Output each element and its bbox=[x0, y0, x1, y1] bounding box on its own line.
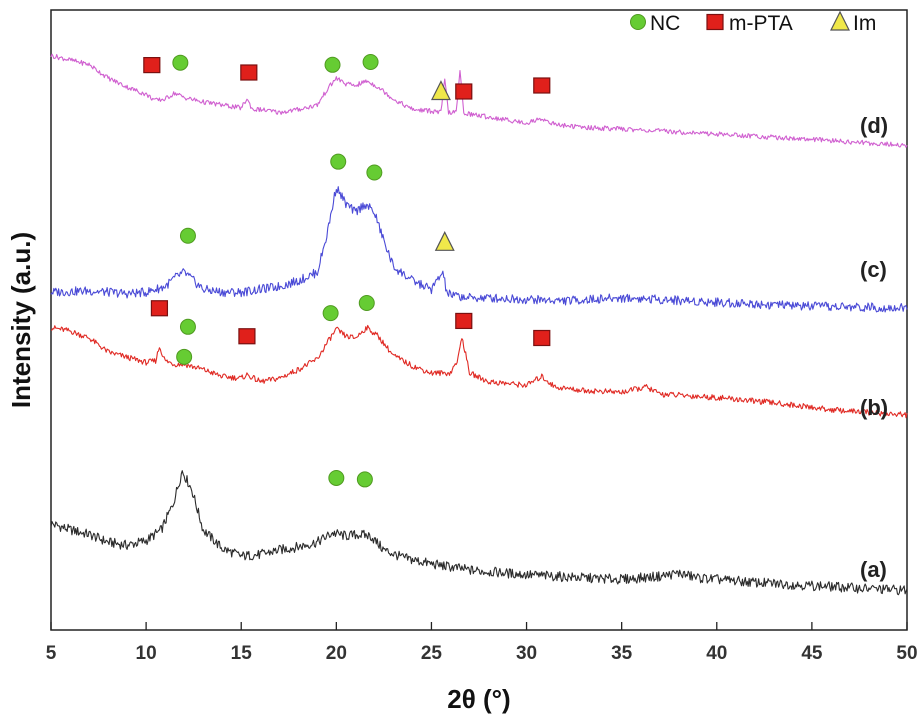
peak-marker-square-21 bbox=[533, 77, 551, 94]
legend-triangle-icon bbox=[830, 10, 850, 31]
peak-marker-square-8 bbox=[455, 312, 473, 330]
peak-marker-square-9 bbox=[533, 329, 551, 347]
peak-marker-circle-11 bbox=[330, 153, 347, 170]
peak-marker-circle-17 bbox=[324, 56, 341, 73]
peak-marker-circle-12 bbox=[366, 164, 383, 181]
x-tick-label-0: 5 bbox=[46, 643, 57, 664]
peak-marker-square-16 bbox=[240, 64, 258, 81]
peak-marker-circle-6 bbox=[322, 305, 339, 322]
peak-marker-square-20 bbox=[455, 83, 473, 100]
plot-frame bbox=[50, 9, 908, 631]
x-tick-label-7: 40 bbox=[706, 643, 727, 664]
legend-label-2: Im bbox=[853, 12, 876, 35]
x-tick-label-4: 25 bbox=[421, 643, 443, 664]
trace-labels: (a) (b) (c) (d) bbox=[860, 113, 888, 582]
legend-label-1: m-PTA bbox=[729, 12, 793, 35]
series-layer bbox=[50, 53, 908, 596]
trace-label-2: (c) bbox=[860, 257, 887, 282]
series-line-3 bbox=[50, 53, 908, 148]
peak-marker-circle-10 bbox=[179, 227, 196, 244]
peak-marker-square-14 bbox=[143, 56, 161, 74]
x-tick-label-1: 10 bbox=[136, 643, 157, 664]
peak-marker-triangle-19 bbox=[430, 80, 451, 101]
x-axis-title: 2θ (°) bbox=[447, 684, 510, 714]
series-line-1 bbox=[50, 324, 908, 419]
legend-circle-icon bbox=[630, 14, 646, 30]
x-tick-label-2: 15 bbox=[231, 643, 253, 664]
x-axis-ticks: 5 10 15 20 25 30 35 40 45 50 bbox=[46, 622, 918, 664]
peak-marker-circle-7 bbox=[358, 295, 375, 311]
x-tick-label-5: 30 bbox=[516, 643, 537, 664]
series-line-2 bbox=[50, 186, 908, 313]
legend-label-0: NC bbox=[650, 12, 680, 35]
legend: NC m-PTA Im bbox=[630, 10, 876, 35]
peak-marker-triangle-13 bbox=[434, 230, 455, 251]
legend-square-icon bbox=[706, 13, 724, 31]
peak-marker-square-3 bbox=[150, 300, 169, 317]
peak-marker-circle-4 bbox=[179, 318, 196, 335]
x-tick-label-9: 50 bbox=[896, 643, 917, 664]
x-tick-label-8: 45 bbox=[801, 643, 823, 664]
peak-marker-circle-18 bbox=[362, 54, 379, 70]
peak-marker-layer bbox=[143, 54, 551, 488]
series-line-0 bbox=[50, 470, 908, 596]
peak-marker-circle-0 bbox=[176, 348, 193, 365]
peak-marker-square-5 bbox=[238, 328, 256, 345]
trace-label-3: (d) bbox=[860, 113, 888, 138]
peak-marker-circle-15 bbox=[172, 54, 189, 71]
y-axis-title: Intensity (a.u.) bbox=[6, 232, 36, 408]
peak-marker-circle-2 bbox=[356, 471, 373, 488]
trace-label-0: (a) bbox=[860, 557, 887, 582]
trace-label-1: (b) bbox=[860, 395, 888, 420]
x-tick-label-6: 35 bbox=[611, 643, 633, 664]
x-tick-label-3: 20 bbox=[326, 643, 347, 664]
peak-marker-circle-1 bbox=[328, 469, 345, 486]
